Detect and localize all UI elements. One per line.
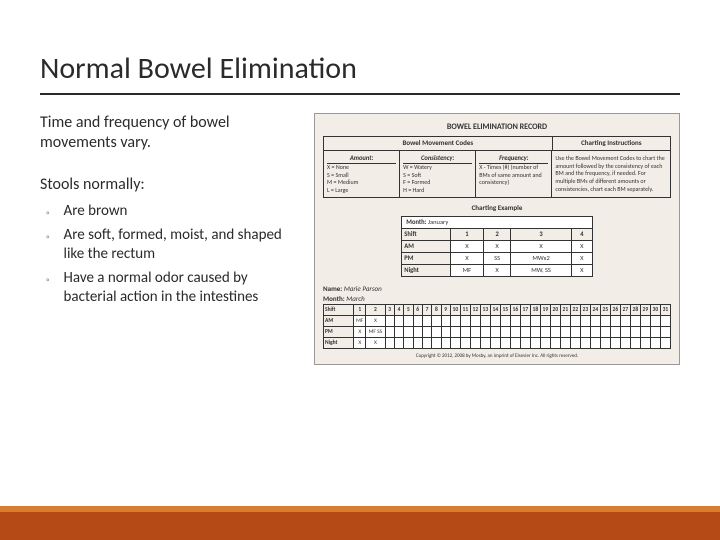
intro-text: Time and frequency of bowel movements va… xyxy=(40,113,300,153)
example-table: Month: January Shift 1 2 3 4 AMXXXX PMXS… xyxy=(401,216,592,277)
list-item: ◦ Are brown xyxy=(40,200,300,224)
table-row: PMXSSMWx2X xyxy=(402,252,592,264)
codes-heading: Bowel Movement Codes xyxy=(323,136,553,150)
col-header: 1 xyxy=(450,228,483,240)
table-row: Shift 1 2 3 4 xyxy=(402,228,592,240)
slide: Normal Bowel Elimination Time and freque… xyxy=(0,0,720,540)
record-title: BOWEL ELIMINATION RECORD xyxy=(323,122,671,132)
month-line: Month: March xyxy=(323,295,671,304)
list-item: ◦ Are soft, formed, moist, and shaped lik… xyxy=(40,224,300,267)
record-card: BOWEL ELIMINATION RECORD Bowel Movement … xyxy=(314,113,680,365)
col-header: 4 xyxy=(572,228,593,240)
table-row: AMXXXX xyxy=(402,240,592,252)
footer-bar xyxy=(0,506,720,540)
codes-row: Amount: X = None S = Small M = Medium L … xyxy=(323,150,671,198)
code-item: L = Large xyxy=(327,187,396,195)
slide-title: Normal Bowel Elimination xyxy=(40,50,680,95)
col-header: 3 xyxy=(511,228,572,240)
col-header: Shift xyxy=(402,228,450,240)
content-row: Time and frequency of bowel movements va… xyxy=(40,113,680,365)
amount-codes: X = None S = Small M = Medium L = Large xyxy=(327,164,396,195)
text-column: Time and frequency of bowel movements va… xyxy=(40,113,300,365)
instructions-heading: Charting Instructions xyxy=(553,136,671,150)
list-item-text: Are soft, formed, moist, and shaped like… xyxy=(64,226,300,265)
list-item: ◦ Have a normal odor caused by bacterial … xyxy=(40,267,300,310)
instructions-text: Use the Bowel Movement Codes to chart th… xyxy=(555,153,667,194)
bullet-icon: ◦ xyxy=(46,226,50,265)
table-row: NightMFXMW, SSX xyxy=(402,264,592,276)
month-grid: Shift12345678910111213141516171819202122… xyxy=(323,304,671,349)
list-item-text: Have a normal odor caused by bacterial a… xyxy=(64,269,300,308)
frequency-text: X - Times (#) (number of BMs of same amo… xyxy=(479,164,548,187)
consistency-codes: W = Watery S = Soft F = Formed H = Hard xyxy=(403,164,472,195)
copyright-text: Copyright © 2012, 2008 by Mosby, an impr… xyxy=(323,353,671,359)
code-item: H = Hard xyxy=(403,187,472,195)
figure-column: BOWEL ELIMINATION RECORD Bowel Movement … xyxy=(314,113,680,365)
col-header: 2 xyxy=(484,228,511,240)
bullet-icon: ◦ xyxy=(46,202,50,222)
example-heading: Charting Example xyxy=(323,204,671,213)
list-heading: Stools normally: xyxy=(40,175,300,194)
example-month: Month: January xyxy=(402,216,592,228)
name-line: Name: Marie Parson xyxy=(323,285,671,294)
list-item-text: Are brown xyxy=(64,202,300,222)
bullet-list: ◦ Are brown ◦ Are soft, formed, moist, and… xyxy=(40,200,300,310)
bullet-icon: ◦ xyxy=(46,269,50,308)
